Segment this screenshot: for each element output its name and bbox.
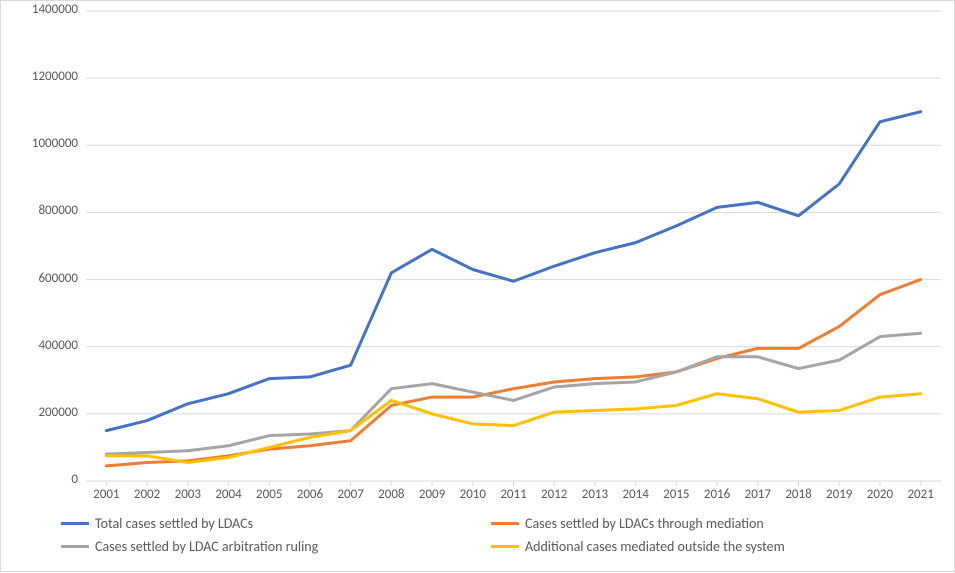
legend-item: Total cases settled by LDACs <box>61 515 461 532</box>
legend-item: Additional cases mediated outside the sy… <box>491 538 891 555</box>
line-chart: 0 200000 400000 600000 800000 1000000 1200000 1… <box>0 0 955 572</box>
legend-label: Total cases settled by LDACs <box>95 515 253 532</box>
x-tick-label: 2015 <box>663 487 689 502</box>
x-tick-label: 2013 <box>582 487 608 502</box>
x-tick-label: 2009 <box>419 487 445 502</box>
x-tick-label: 2017 <box>745 487 771 502</box>
legend-swatch <box>491 522 519 525</box>
x-tick-label: 2007 <box>337 487 363 502</box>
legend-swatch <box>61 545 89 548</box>
legend-item: Cases settled by LDAC arbitration ruling <box>61 538 461 555</box>
legend-label: Cases settled by LDACs through mediation <box>525 515 764 532</box>
chart-legend: Total cases settled by LDACs Cases settle… <box>61 515 941 561</box>
y-tick-label: 0 <box>8 472 78 487</box>
x-tick-label: 2012 <box>541 487 567 502</box>
y-tick-label: 400000 <box>8 338 78 353</box>
legend-item: Cases settled by LDACs through mediation <box>491 515 891 532</box>
x-tick-label: 2011 <box>500 487 526 502</box>
y-tick-label: 1400000 <box>8 2 78 17</box>
series-line <box>106 280 920 466</box>
legend-label: Additional cases mediated outside the sy… <box>525 538 785 555</box>
x-tick-label: 2001 <box>93 487 119 502</box>
x-tick-label: 2004 <box>215 487 241 502</box>
x-tick-label: 2014 <box>622 487 648 502</box>
x-tick-label: 2008 <box>378 487 404 502</box>
x-tick-label: 2018 <box>785 487 811 502</box>
legend-swatch <box>491 545 519 548</box>
legend-swatch <box>61 522 89 525</box>
y-tick-label: 600000 <box>8 271 78 286</box>
x-tick-label: 2005 <box>256 487 282 502</box>
series-line <box>106 394 920 463</box>
x-tick-label: 2002 <box>134 487 160 502</box>
series-line <box>106 112 920 431</box>
x-tick-label: 2010 <box>460 487 486 502</box>
x-tick-label: 2006 <box>297 487 323 502</box>
x-tick-label: 2016 <box>704 487 730 502</box>
x-tick-label: 2003 <box>175 487 201 502</box>
y-tick-label: 200000 <box>8 405 78 420</box>
x-tick-label: 2019 <box>826 487 852 502</box>
legend-label: Cases settled by LDAC arbitration ruling <box>95 538 318 555</box>
x-tick-label: 2020 <box>867 487 893 502</box>
x-tick-label: 2021 <box>907 487 933 502</box>
y-tick-label: 800000 <box>8 203 78 218</box>
y-tick-label: 1000000 <box>8 136 78 151</box>
y-tick-label: 1200000 <box>8 69 78 84</box>
